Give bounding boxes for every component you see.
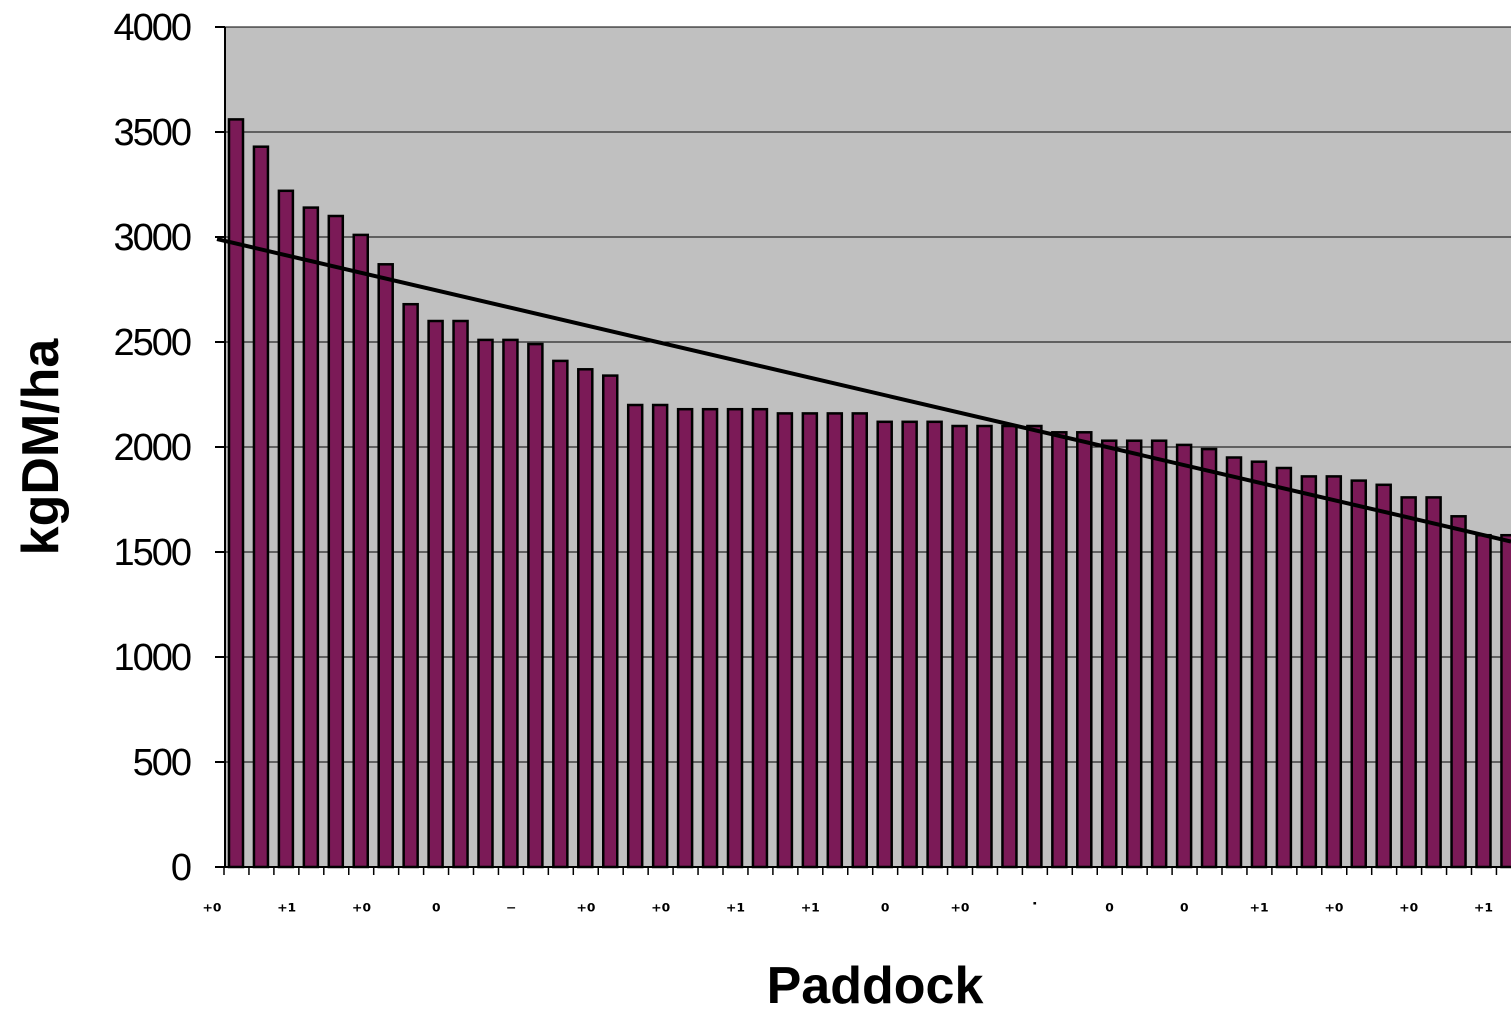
x-tick-label: ⁰	[1180, 899, 1189, 923]
bar	[277, 189, 295, 869]
bar	[252, 145, 270, 869]
bar	[1125, 439, 1143, 869]
bar	[327, 214, 345, 869]
bar	[1350, 479, 1367, 869]
x-tick-label: ⁺⁰	[352, 899, 371, 923]
bar	[876, 420, 893, 869]
bar	[1300, 475, 1318, 869]
bar	[1175, 443, 1193, 869]
bar	[1450, 515, 1467, 869]
bar	[726, 407, 744, 869]
bar	[602, 374, 619, 869]
x-tick-label: ⁺⁰	[950, 899, 969, 923]
x-tick-label: ⁺¹	[801, 899, 820, 923]
bar	[452, 319, 469, 869]
y-tick-label: 4000	[113, 7, 190, 49]
x-tick-label: ⁺⁰	[651, 899, 670, 923]
bar	[976, 424, 993, 869]
y-tick-label: 1500	[113, 532, 190, 574]
bar	[302, 206, 320, 869]
bar	[1425, 496, 1442, 869]
x-tick-label: ⁺¹	[1250, 899, 1269, 923]
y-tick-label: 2000	[113, 427, 190, 469]
x-tick-label: ˙	[1030, 899, 1040, 923]
x-tick-label: ⁻	[506, 899, 517, 923]
bar	[1076, 431, 1093, 869]
bar	[951, 424, 968, 869]
bar	[901, 420, 918, 869]
bar	[626, 403, 644, 869]
x-axis-title: Paddock	[767, 957, 984, 1012]
y-tick-label: 3000	[113, 217, 190, 259]
bar	[427, 319, 444, 869]
bar	[227, 118, 245, 869]
y-axis-title: kgDM/ha	[12, 338, 70, 556]
x-ticks	[223, 867, 1498, 875]
bar	[926, 420, 943, 869]
bar	[1275, 466, 1293, 869]
bar	[801, 412, 819, 869]
x-tick-label: ⁰	[1105, 899, 1114, 923]
bar	[577, 368, 594, 869]
x-tick-label: ⁺⁰	[576, 899, 595, 923]
bar	[552, 359, 569, 869]
x-tick-label: ⁺¹	[277, 899, 296, 923]
x-tick-label: ⁰	[432, 899, 441, 923]
bar	[1375, 483, 1392, 869]
bar	[502, 338, 519, 869]
bar	[851, 412, 868, 869]
bar	[527, 342, 544, 869]
bar	[477, 338, 494, 869]
trendline	[216, 237, 1511, 544]
y-tick-label: 0	[171, 847, 191, 889]
bar	[352, 233, 369, 869]
bar	[826, 412, 844, 869]
bar	[701, 407, 719, 869]
bar	[1200, 447, 1218, 869]
y-ticks: 0 500 1000 1500 2000 2500 3000 3500 4000	[113, 7, 225, 889]
bar	[377, 263, 394, 869]
bar	[1475, 533, 1492, 869]
bar	[1325, 475, 1343, 869]
bar	[1250, 460, 1268, 869]
bar	[1500, 533, 1511, 869]
bar	[1051, 431, 1068, 869]
x-tick-label: ⁰	[881, 899, 890, 923]
y-tick-label: 3500	[113, 112, 190, 154]
y-tick-label: 2500	[113, 322, 190, 364]
bar	[1225, 456, 1243, 869]
y-tick-label: 1000	[113, 637, 190, 679]
bar	[1001, 424, 1018, 869]
x-tick-label: ⁺⁰	[202, 899, 221, 923]
x-tick-label: ⁺⁰	[1399, 899, 1418, 923]
bar	[651, 403, 669, 869]
x-tick-label: ⁺⁰	[1324, 899, 1343, 923]
y-tick-label: 500	[133, 742, 191, 784]
bar	[1101, 439, 1118, 869]
bar	[1026, 424, 1043, 869]
bar	[1400, 496, 1417, 869]
bar	[676, 407, 694, 869]
x-tick-label: ⁺¹	[1474, 899, 1493, 923]
bar	[1150, 439, 1168, 869]
bar	[776, 412, 794, 869]
bar	[402, 302, 419, 869]
x-tick-label: ⁺¹	[726, 899, 745, 923]
x-tick-labels: ⁺⁰ ⁺¹ ⁺⁰ ⁰ ⁻ ⁺⁰ ⁺⁰ ⁺¹ ⁺¹ ⁰ ⁺⁰ ˙ ⁰ ⁰ ⁺¹ ⁺⁰ ⁺⁰ ⁺¹	[202, 899, 1493, 923]
bar	[751, 407, 769, 869]
